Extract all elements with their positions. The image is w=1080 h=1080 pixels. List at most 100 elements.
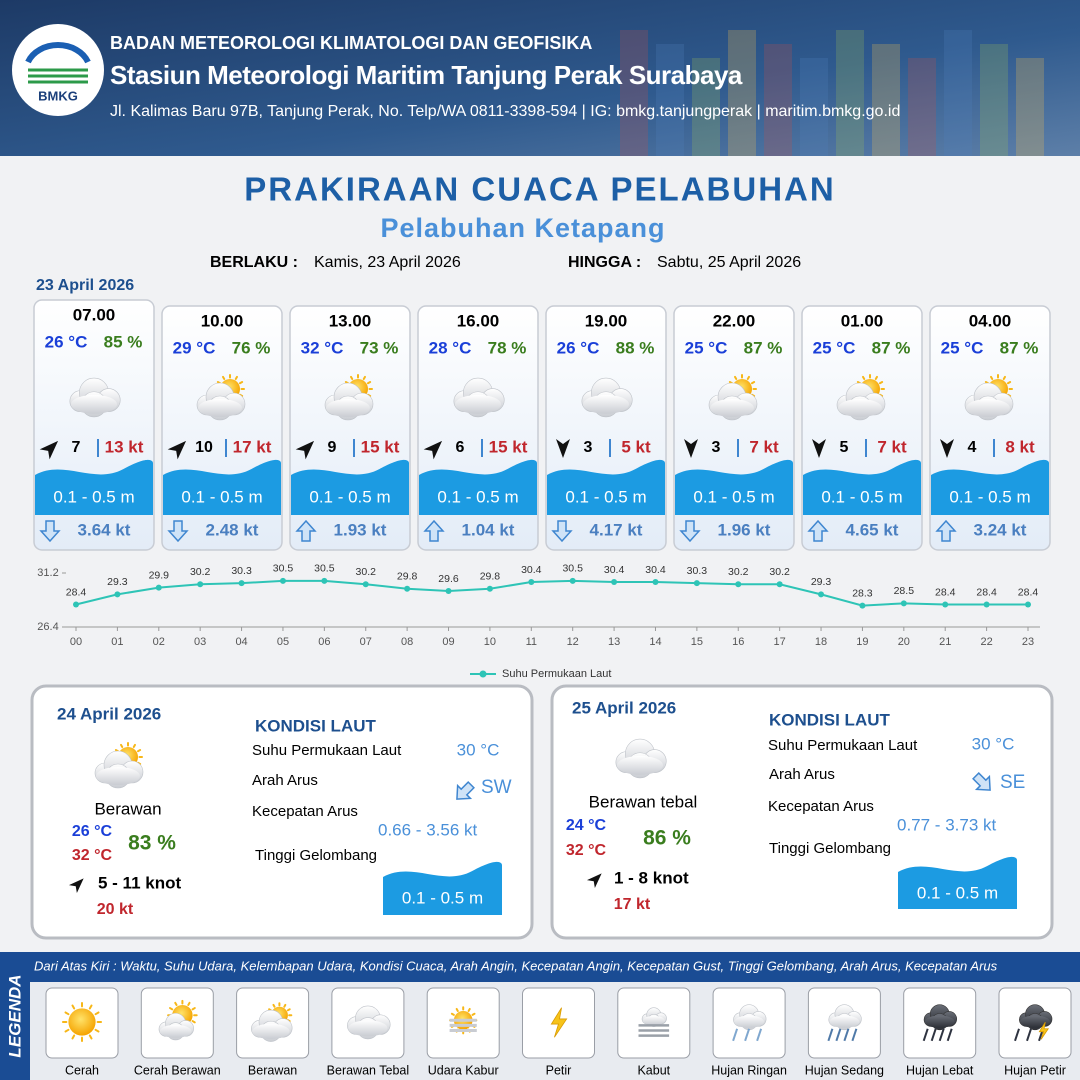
temp-min: 24 °C: [566, 817, 607, 834]
sun-ray: [174, 1001, 178, 1007]
sst-point: [238, 580, 245, 587]
cloud-base: [348, 1020, 388, 1037]
sea-label: Arah Arus: [252, 772, 318, 789]
sun-ray: [71, 1034, 76, 1040]
current-range: 0.66 - 3.56 kt: [378, 820, 478, 839]
cloud: [733, 1004, 767, 1031]
current-speed: 3.24 kt: [974, 520, 1027, 539]
x-tick-label: 10: [484, 636, 496, 648]
sst-point: [735, 581, 742, 588]
y-tick-label: 31.2: [37, 567, 58, 579]
header-deco: [800, 58, 828, 156]
sun-ray: [467, 1007, 471, 1012]
sun-ray: [94, 1028, 100, 1033]
header-deco: [872, 44, 900, 156]
current-speed: 1.93 kt: [334, 520, 387, 539]
data-label: 30.2: [356, 566, 377, 578]
cloud-base: [582, 394, 630, 414]
rain-drop: [843, 1028, 850, 1042]
current-arrow: [39, 520, 61, 543]
current-arrow: [935, 519, 957, 542]
x-tick-label: 11: [526, 636, 537, 648]
agency: BADAN METEOROLOGI KLIMATOLOGI DAN GEOFIS…: [110, 33, 592, 53]
data-label: 29.8: [480, 571, 501, 583]
wind-arrow: [39, 440, 59, 460]
rain-drop: [851, 1028, 858, 1042]
sun-ray: [362, 375, 366, 381]
current-arrow: [423, 519, 445, 542]
current-arrow: [972, 772, 991, 791]
sun-ray: [350, 375, 354, 381]
day-date: 24 April 2026: [57, 704, 161, 723]
legend-item: Berawan: [248, 1063, 297, 1077]
temperature: 26 °C: [557, 338, 600, 357]
sun-ray: [878, 381, 884, 385]
legend-title: LEGENDA: [5, 974, 24, 1057]
sun-ray: [283, 1003, 287, 1008]
sea-title: KONDISI LAUT: [769, 710, 891, 729]
lightning: [1038, 1021, 1050, 1040]
sst-point: [859, 602, 866, 609]
wave: [675, 459, 793, 515]
cloud: [158, 1012, 194, 1041]
wave-height: 0.1 - 0.5 m: [821, 487, 902, 506]
data-label: 30.4: [521, 564, 542, 576]
sun-ray: [120, 743, 124, 749]
header-deco: [764, 44, 792, 156]
cloud-base: [326, 399, 370, 417]
cloud: [615, 738, 667, 779]
cloud: [453, 377, 505, 418]
wave: [898, 856, 1017, 909]
x-tick-label: 00: [70, 636, 82, 648]
current-speed: 1.96 kt: [718, 520, 771, 539]
sea-label: Suhu Permukaan Laut: [252, 742, 402, 759]
station: Stasiun Meteorologi Maritim Tanjung Pera…: [110, 60, 743, 90]
sun-ray: [64, 1028, 70, 1033]
rain-drop: [1014, 1028, 1020, 1042]
sst-point: [776, 581, 783, 588]
wind-arrow: [556, 439, 570, 458]
valid-until: Sabtu, 25 April 2026: [657, 254, 801, 271]
data-label: 29.6: [438, 573, 459, 585]
wave-height: 0.1 - 0.5 m: [565, 487, 646, 506]
cloud-base: [966, 399, 1010, 417]
rain-drop: [756, 1028, 763, 1042]
x-tick-label: 02: [153, 636, 165, 648]
rain-drop: [1026, 1028, 1032, 1042]
humidity: 86 %: [643, 827, 691, 850]
sun-ray: [132, 743, 136, 749]
sun-ray: [1002, 375, 1006, 381]
sun-ray: [286, 1008, 291, 1012]
sun-ray: [272, 1003, 276, 1008]
time: 01.00: [841, 311, 884, 330]
wave: [547, 459, 665, 515]
header-bg: [0, 0, 1080, 156]
sst-point: [155, 584, 162, 591]
sun-ray: [471, 1012, 476, 1016]
cloud-base: [838, 399, 882, 417]
humidity: 76 %: [232, 338, 271, 357]
sun-ray: [64, 1011, 70, 1016]
cloud-base: [159, 1024, 192, 1038]
cloud: [641, 1007, 667, 1027]
sea-label: Arah Arus: [769, 766, 835, 783]
cloud-base: [710, 399, 754, 417]
legend-item: Hujan Ringan: [711, 1063, 787, 1077]
temperature: 28 °C: [429, 338, 472, 357]
current-arrow: [295, 519, 317, 542]
sun-ray: [1006, 381, 1012, 385]
header-deco: [728, 30, 756, 156]
valid-until-label: HINGGA :: [568, 254, 641, 271]
legend-label: Suhu Permukaan Laut: [502, 668, 611, 680]
x-tick-label: 04: [235, 636, 247, 648]
humidity: 85 %: [104, 332, 143, 351]
sst-value: 30 °C: [972, 734, 1015, 753]
cloud: [581, 377, 633, 418]
time: 04.00: [969, 311, 1012, 330]
header-deco: [692, 58, 720, 156]
logo-text: BMKG: [38, 88, 78, 103]
legend-item: Hujan Lebat: [906, 1063, 974, 1077]
legend-item: Petir: [546, 1063, 572, 1077]
wave-height: 0.1 - 0.5 m: [402, 888, 483, 907]
wave-height: 0.1 - 0.5 m: [693, 487, 774, 506]
